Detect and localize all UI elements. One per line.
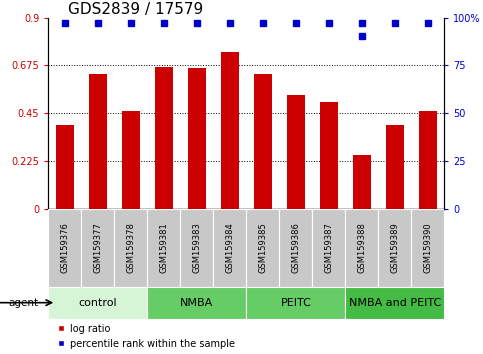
Bar (213, 209, 246, 287)
Bar (246, 209, 279, 287)
Text: PEITC: PEITC (281, 298, 311, 308)
Text: GSM159376: GSM159376 (60, 222, 69, 273)
Text: control: control (79, 298, 117, 308)
Bar (345, 287, 444, 319)
Text: GSM159387: GSM159387 (325, 222, 333, 273)
Bar (89, 74, 107, 209)
Bar (345, 209, 378, 287)
Bar (48, 209, 81, 287)
Bar (56, 125, 74, 209)
Bar (313, 209, 345, 287)
Bar (221, 52, 239, 209)
Bar (147, 209, 180, 287)
Text: GDS2839 / 17579: GDS2839 / 17579 (68, 1, 203, 17)
Text: NMBA: NMBA (180, 298, 213, 308)
Bar (419, 111, 437, 209)
Text: GSM159390: GSM159390 (424, 222, 432, 273)
Bar (81, 209, 114, 287)
Legend: log ratio, percentile rank within the sample: log ratio, percentile rank within the sa… (53, 320, 239, 353)
Bar (246, 287, 345, 319)
Bar (188, 68, 206, 209)
Bar (122, 111, 140, 209)
Bar (320, 102, 338, 209)
Text: GSM159388: GSM159388 (357, 222, 366, 273)
Text: agent: agent (9, 298, 39, 308)
Bar (48, 287, 147, 319)
Bar (412, 209, 444, 287)
Text: GSM159377: GSM159377 (93, 222, 102, 273)
Bar (155, 67, 173, 209)
Text: GSM159386: GSM159386 (291, 222, 300, 273)
Text: GSM159385: GSM159385 (258, 222, 267, 273)
Bar (287, 95, 305, 209)
Text: GSM159383: GSM159383 (192, 222, 201, 273)
Text: NMBA and PEITC: NMBA and PEITC (349, 298, 441, 308)
Text: GSM159384: GSM159384 (226, 222, 234, 273)
Text: GSM159378: GSM159378 (127, 222, 135, 273)
Bar (279, 209, 313, 287)
Bar (254, 74, 272, 209)
Bar (180, 209, 213, 287)
Bar (114, 209, 147, 287)
Text: GSM159389: GSM159389 (390, 222, 399, 273)
Bar (386, 125, 404, 209)
Text: GSM159381: GSM159381 (159, 222, 168, 273)
Bar (353, 155, 371, 209)
Bar (147, 287, 246, 319)
Bar (378, 209, 412, 287)
